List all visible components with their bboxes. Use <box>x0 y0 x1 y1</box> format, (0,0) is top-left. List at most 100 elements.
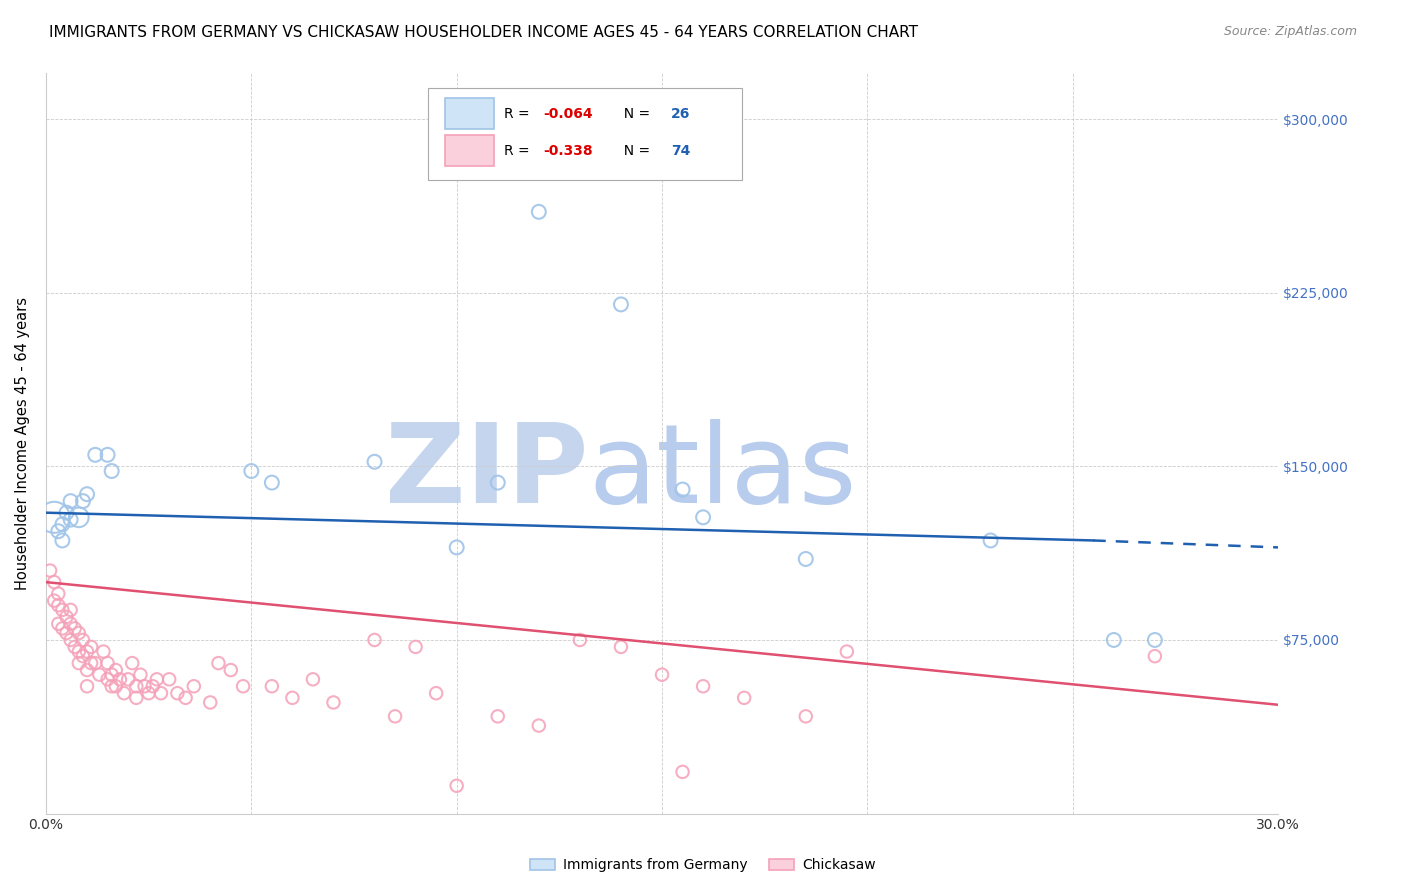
Point <box>100 667 122 681</box>
Point <box>51 517 73 532</box>
Point <box>610 297 633 311</box>
Text: R =: R = <box>505 144 534 158</box>
FancyBboxPatch shape <box>446 136 495 166</box>
Point <box>72 494 94 508</box>
Point <box>72 649 94 664</box>
Point <box>651 667 673 681</box>
Point <box>76 663 98 677</box>
Text: atlas: atlas <box>588 419 856 526</box>
Point <box>76 644 98 658</box>
Point <box>568 632 591 647</box>
Point <box>149 686 172 700</box>
Point <box>384 709 406 723</box>
Point <box>302 673 325 687</box>
Point <box>63 640 86 654</box>
Point <box>59 603 82 617</box>
Point <box>67 626 90 640</box>
Point <box>67 644 90 658</box>
Point <box>46 587 69 601</box>
Point <box>59 632 82 647</box>
Point <box>76 679 98 693</box>
Point <box>63 621 86 635</box>
Point <box>207 656 229 670</box>
Point <box>117 673 139 687</box>
Point <box>59 494 82 508</box>
Point <box>84 448 107 462</box>
Point <box>108 673 131 687</box>
Point <box>84 656 107 670</box>
Point <box>125 690 148 705</box>
Text: 26: 26 <box>671 107 690 120</box>
FancyBboxPatch shape <box>446 98 495 129</box>
Point <box>835 644 858 658</box>
Y-axis label: Householder Income Ages 45 - 64 years: Householder Income Ages 45 - 64 years <box>15 297 30 590</box>
Point <box>100 464 122 478</box>
Point <box>55 626 77 640</box>
Point <box>142 679 165 693</box>
Point <box>1143 649 1166 664</box>
Point <box>166 686 188 700</box>
Point <box>89 667 111 681</box>
Point <box>405 640 427 654</box>
Point <box>446 541 468 555</box>
Point <box>44 575 66 590</box>
Point <box>240 464 263 478</box>
Point <box>138 686 160 700</box>
Point <box>59 616 82 631</box>
Point <box>260 679 283 693</box>
Point <box>93 644 115 658</box>
Point <box>183 679 205 693</box>
Point <box>486 475 509 490</box>
Point <box>527 718 550 732</box>
Point <box>51 533 73 548</box>
Point <box>55 610 77 624</box>
Point <box>80 656 103 670</box>
Point <box>174 690 197 705</box>
Text: N =: N = <box>616 107 655 120</box>
Point <box>486 709 509 723</box>
Point <box>97 656 120 670</box>
Point <box>76 487 98 501</box>
Point <box>121 656 143 670</box>
Text: Source: ZipAtlas.com: Source: ZipAtlas.com <box>1223 25 1357 38</box>
Point <box>980 533 1002 548</box>
Point <box>112 686 135 700</box>
Point <box>425 686 447 700</box>
Point <box>67 656 90 670</box>
Point <box>232 679 254 693</box>
Point <box>671 483 693 497</box>
Point <box>104 679 127 693</box>
Point <box>733 690 755 705</box>
Point <box>67 510 90 524</box>
Point <box>46 599 69 613</box>
Point <box>446 779 468 793</box>
Point <box>44 510 66 524</box>
Point <box>527 204 550 219</box>
Point <box>1143 632 1166 647</box>
Point <box>100 679 122 693</box>
Point <box>794 552 817 566</box>
Point <box>97 673 120 687</box>
Point <box>363 455 385 469</box>
Text: N =: N = <box>616 144 655 158</box>
Point <box>671 764 693 779</box>
Point <box>692 679 714 693</box>
Point <box>200 696 222 710</box>
Text: R =: R = <box>505 107 534 120</box>
Point <box>157 673 180 687</box>
Point <box>46 616 69 631</box>
Point <box>794 709 817 723</box>
Point <box>692 510 714 524</box>
Point <box>129 667 152 681</box>
Point <box>146 673 169 687</box>
Point <box>125 679 148 693</box>
Legend: Immigrants from Germany, Chickasaw: Immigrants from Germany, Chickasaw <box>524 853 882 878</box>
Point <box>80 640 103 654</box>
Point <box>39 564 62 578</box>
Point <box>51 621 73 635</box>
Point <box>363 632 385 647</box>
Point <box>44 593 66 607</box>
Point <box>97 448 120 462</box>
Text: -0.338: -0.338 <box>544 144 593 158</box>
Text: -0.064: -0.064 <box>544 107 593 120</box>
